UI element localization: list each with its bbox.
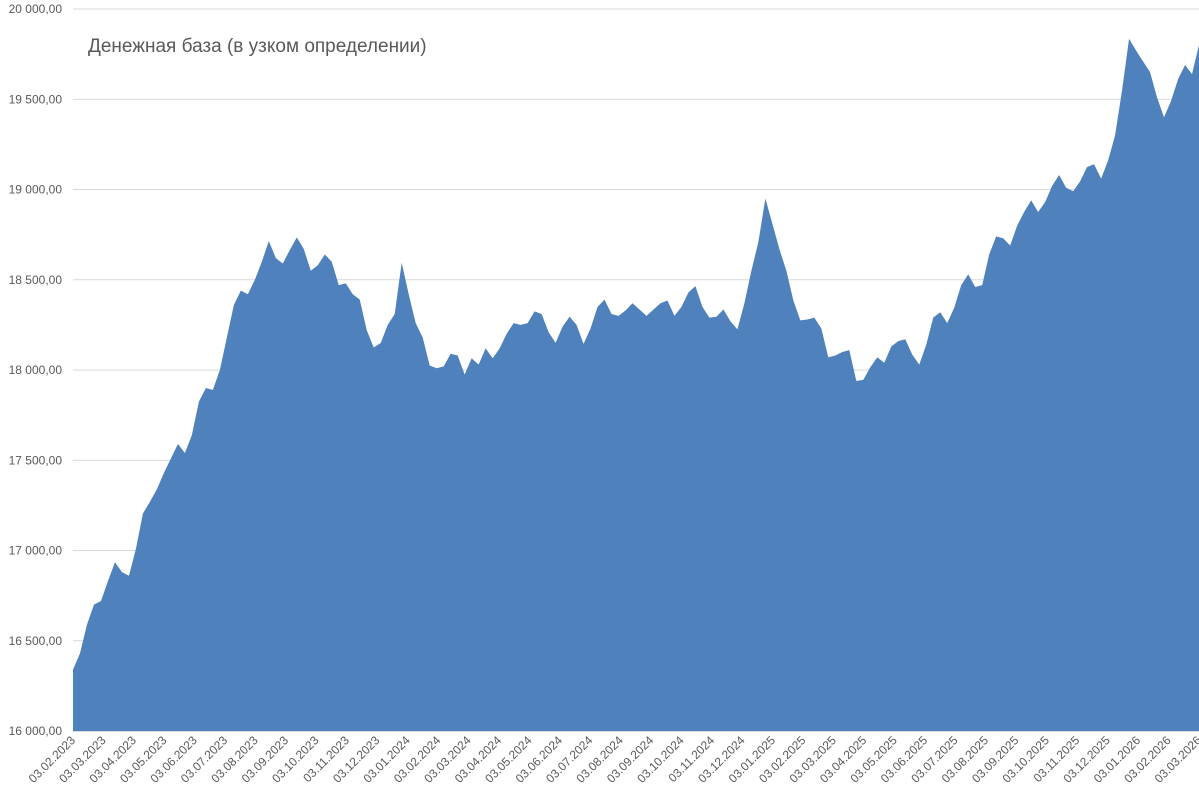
area-layer: [73, 38, 1199, 731]
y-tick-label: 16 500,00: [9, 634, 63, 648]
y-tick-label: 20 000,00: [9, 2, 63, 16]
y-tick-label: 18 000,00: [9, 363, 63, 377]
series-area: [73, 38, 1199, 731]
y-tick-label: 16 000,00: [9, 724, 63, 738]
y-tick-label: 17 000,00: [9, 544, 63, 558]
y-tick-label: 19 000,00: [9, 183, 63, 197]
y-axis-ticks: 16 000,00 16 500,00 17 000,00 17 500,00 18 0…: [9, 2, 63, 738]
y-tick-label: 17 500,00: [9, 453, 63, 467]
y-tick-label: 19 500,00: [9, 92, 63, 106]
chart-title: Денежная база (в узком определении): [88, 36, 427, 57]
y-tick-label: 18 500,00: [9, 273, 63, 287]
x-axis-ticks: 03.02.202303.03.202303.04.202303.05.2023…: [26, 733, 1199, 786]
